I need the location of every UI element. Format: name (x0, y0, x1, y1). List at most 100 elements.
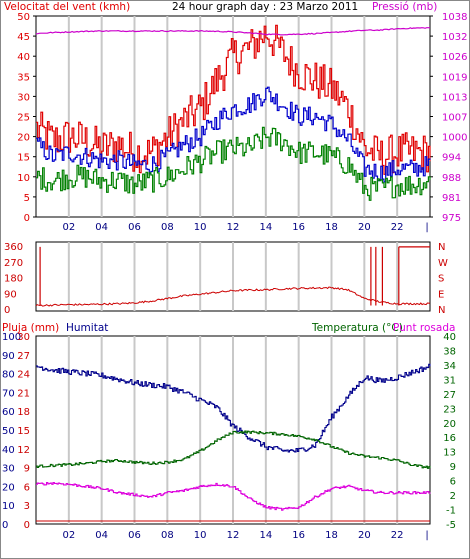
pressure-y-tick-label: 975 (442, 213, 461, 224)
direction-y-tick-label: 270 (4, 258, 23, 269)
rain-y-tick-label: 18 (17, 407, 30, 418)
humidity-x-tick-label: 12 (227, 530, 240, 541)
wind-x-tick-label: 06 (128, 222, 141, 233)
humidity-x-tick-end: | (425, 530, 428, 541)
title-pressure: Pressió (mb) (372, 1, 437, 13)
wind-x-tick-label: 12 (227, 222, 240, 233)
wind-y-tick-label: 45 (17, 32, 30, 43)
humidity-x-tick-label: 16 (292, 530, 305, 541)
rain-y-tick-label: 24 (17, 370, 30, 381)
temperature-y-tick-label: -5 (446, 520, 456, 531)
wind-x-tick-label: 02 (62, 222, 75, 233)
direction-compass-label: S (438, 274, 444, 285)
pressure-y-tick-label: 1019 (442, 72, 467, 83)
humidity-y-tick-label: 30 (2, 464, 15, 475)
humidity-y-tick-label: 50 (2, 426, 15, 437)
title-wind: Velocitat del vent (kmh) (4, 1, 130, 13)
wind-pressure-panel: 0 5 10 15 20 25 30 35 40 45 50 975 981 988 994 1000 1007… (17, 12, 467, 233)
pressure-y-tick-label: 994 (442, 153, 461, 164)
series-line-humitat (36, 363, 431, 453)
series-line-velocitat-del-vent-m-nima (36, 126, 431, 201)
humidity-y-tick-label: 60 (2, 407, 15, 418)
pressure-y-tick-label: 988 (442, 173, 461, 184)
rain-y-tick-label: 9 (24, 464, 30, 475)
pressure-y-tick-label: 1032 (442, 32, 467, 43)
wind-y-tick-label: 30 (17, 92, 30, 103)
humidity-x-tick-label: 14 (259, 530, 272, 541)
humidity-x-tick-label: 20 (358, 530, 371, 541)
humidity-y-tick-label: 20 (2, 482, 15, 493)
pressure-y-tick-label: 1007 (442, 113, 467, 124)
direction-y-tick-label: 90 (4, 289, 17, 300)
title-rain: Pluja (mm) (2, 322, 59, 334)
pressure-y-tick-label: 981 (442, 193, 461, 204)
wind-y-tick-label: 15 (17, 153, 30, 164)
temperature-y-tick-label: 40 (443, 332, 456, 343)
temperature-y-tick-label: 13 (443, 448, 456, 459)
title-date: 24 hour graph day : 23 Marzo 2011 (172, 1, 358, 13)
pressure-y-tick-label: 1013 (442, 92, 467, 103)
rain-y-tick-label: 0 (24, 520, 30, 531)
temperature-y-tick-label: -1 (446, 506, 456, 517)
series-line-velocitat-del-vent-kmh- (36, 24, 431, 175)
humidity-x-tick-label: 04 (95, 530, 108, 541)
temperature-y-tick-label: 31 (443, 375, 456, 386)
pressure-y-tick-label: 1026 (442, 52, 467, 63)
humidity-x-tick-label: 02 (62, 530, 75, 541)
rain-y-tick-label: 15 (17, 426, 30, 437)
humidity-x-tick-label: 06 (128, 530, 141, 541)
direction-y-tick-label: 0 (4, 305, 10, 316)
wind-x-tick-label: 20 (358, 222, 371, 233)
temperature-y-tick-label: 16 (443, 433, 456, 444)
wind-y-tick-label: 35 (17, 72, 30, 83)
title-humidity: Humitat (66, 322, 108, 334)
humidity-x-tick-label: 08 (161, 530, 174, 541)
wind-y-tick-label: 5 (24, 193, 30, 204)
direction-compass-label: E (438, 289, 444, 300)
humidity-x-tick-label: 18 (325, 530, 338, 541)
wind-y-tick-label: 0 (24, 213, 30, 224)
rain-y-tick-label: 3 (24, 501, 30, 512)
wind-y-tick-label: 40 (17, 52, 30, 63)
series-line-velocitat-del-vent-mitjana (36, 86, 431, 183)
series-line-pressi-mb- (35, 27, 431, 36)
wind-y-tick-label: 50 (17, 12, 30, 23)
humidity-x-tick-label: 10 (194, 530, 207, 541)
wind-y-tick-label: 20 (17, 133, 30, 144)
humidity-y-tick-label: 90 (2, 351, 15, 362)
rain-y-tick-label: 6 (24, 482, 30, 493)
direction-compass-label: W (438, 258, 448, 269)
direction-compass-label: N (438, 305, 445, 316)
wind-x-tick-label: 04 (95, 222, 108, 233)
wind-y-tick-label: 10 (17, 173, 30, 184)
temperature-y-tick-label: 38 (443, 346, 456, 357)
temperature-y-tick-label: 6 (450, 477, 456, 488)
direction-compass-label: N (438, 242, 445, 253)
wind-x-tick-label: 18 (325, 222, 338, 233)
humidity-y-tick-label: 70 (2, 388, 15, 399)
wind-x-tick-end: | (425, 222, 428, 233)
temperature-y-tick-label: 2 (450, 491, 456, 502)
series-line-punt-rosada (36, 482, 431, 511)
wind-x-tick-label: 22 (391, 222, 404, 233)
pressure-y-tick-label: 1000 (442, 133, 467, 144)
wind-x-tick-label: 14 (259, 222, 272, 233)
wind-x-tick-label: 10 (194, 222, 207, 233)
direction-y-tick-label: 180 (4, 274, 23, 285)
series-line-temperatura-c- (36, 430, 431, 469)
humidity-y-tick-label: 80 (2, 370, 15, 381)
title-temperature: Temperatura (°C) (311, 322, 403, 334)
humidity-y-tick-label: 10 (2, 501, 15, 512)
temperature-y-tick-label: 23 (443, 404, 456, 415)
wind-x-tick-label: 08 (161, 222, 174, 233)
temperature-y-tick-label: 9 (450, 462, 456, 473)
pressure-y-tick-label: 1038 (442, 12, 467, 23)
humidity-y-tick-label: 100 (2, 332, 21, 343)
humidity-y-tick-label: 40 (2, 445, 15, 456)
rain-y-tick-label: 30 (17, 332, 30, 343)
rain-y-tick-label: 12 (17, 445, 30, 456)
title-dewpoint: Punt rosada (393, 322, 455, 334)
